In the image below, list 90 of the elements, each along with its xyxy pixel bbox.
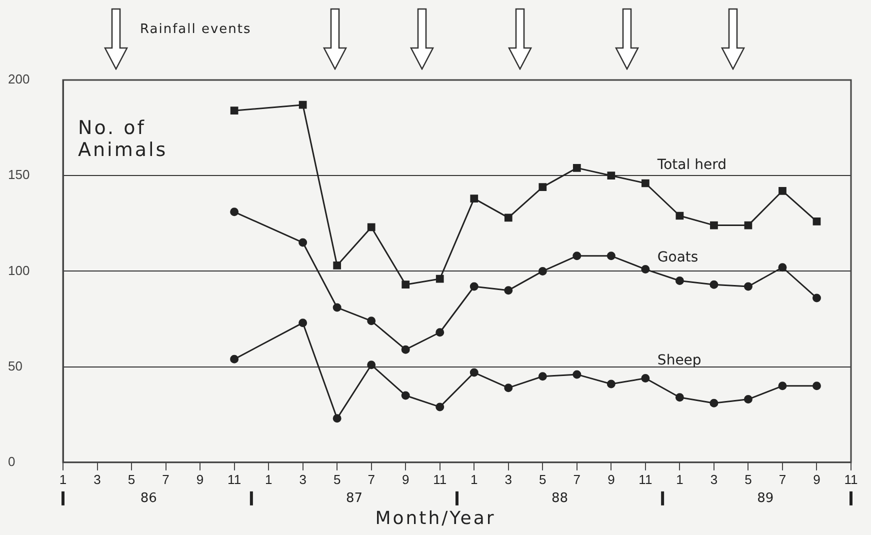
y-tick-label: 100 bbox=[8, 262, 30, 278]
x-tick-label: 1 bbox=[676, 472, 684, 487]
x-tick-label: 5 bbox=[539, 472, 546, 487]
x-tick-label: 7 bbox=[778, 472, 786, 487]
point bbox=[812, 294, 821, 302]
point bbox=[641, 265, 650, 274]
point bbox=[470, 282, 478, 291]
point bbox=[436, 402, 444, 412]
x-tick-label: 5 bbox=[744, 472, 752, 487]
x-tick-label: 9 bbox=[402, 472, 410, 487]
point bbox=[710, 398, 718, 408]
point bbox=[402, 280, 410, 289]
point bbox=[812, 382, 821, 390]
x-tick-label: 7 bbox=[573, 472, 581, 487]
point bbox=[470, 368, 478, 377]
x-tick-label: 1 bbox=[470, 472, 478, 487]
point bbox=[710, 221, 718, 230]
point bbox=[572, 370, 582, 379]
x-tick-label: 9 bbox=[813, 472, 820, 487]
point bbox=[675, 276, 684, 286]
point bbox=[778, 186, 786, 195]
point bbox=[642, 179, 650, 188]
point bbox=[504, 214, 512, 222]
x-tick-label: 5 bbox=[128, 472, 136, 487]
series-label: Goats bbox=[657, 249, 698, 266]
point bbox=[367, 316, 376, 326]
text: Rainfall events bbox=[140, 22, 252, 37]
point bbox=[367, 360, 376, 370]
point bbox=[230, 354, 239, 364]
point bbox=[298, 238, 308, 247]
point bbox=[401, 345, 410, 354]
x-tick-label: 1 bbox=[59, 472, 67, 487]
text: 87 bbox=[346, 490, 362, 506]
point bbox=[606, 380, 616, 388]
x-axis-title: Month/Year bbox=[374, 508, 497, 529]
point bbox=[436, 274, 444, 283]
point bbox=[675, 393, 684, 402]
y-tick-label: 150 bbox=[8, 167, 30, 182]
point bbox=[332, 414, 342, 423]
point bbox=[230, 106, 238, 115]
point bbox=[710, 280, 718, 289]
point bbox=[367, 223, 376, 232]
x-tick-label: 3 bbox=[94, 472, 101, 487]
point bbox=[333, 262, 342, 270]
point bbox=[744, 395, 752, 404]
y-tick-label: 200 bbox=[8, 72, 30, 87]
text: 88 bbox=[552, 490, 568, 506]
point bbox=[676, 212, 684, 220]
point bbox=[538, 372, 547, 381]
point bbox=[744, 221, 752, 230]
x-tick-label: 9 bbox=[196, 472, 204, 487]
x-tick-label: 11 bbox=[638, 472, 652, 487]
point bbox=[470, 194, 478, 202]
point bbox=[572, 164, 581, 172]
x-tick-label: 3 bbox=[299, 472, 306, 487]
text: 89 bbox=[757, 490, 774, 506]
point bbox=[230, 208, 239, 216]
x-tick-label: 5 bbox=[333, 472, 341, 487]
point bbox=[436, 328, 444, 337]
point bbox=[504, 286, 513, 295]
point bbox=[778, 382, 787, 390]
point bbox=[641, 374, 650, 383]
point bbox=[332, 303, 342, 312]
point bbox=[606, 252, 616, 260]
text: 86 bbox=[140, 490, 157, 506]
point bbox=[504, 384, 513, 392]
y-tick-label: 50 bbox=[8, 358, 22, 374]
x-tick-label: 11 bbox=[844, 472, 858, 487]
y-axis-title: No. of Animals bbox=[78, 117, 169, 161]
point bbox=[538, 183, 547, 192]
y-tick-label: 0 bbox=[8, 454, 16, 469]
x-tick-label: 7 bbox=[162, 472, 170, 487]
x-tick-label: 11 bbox=[228, 472, 242, 487]
point bbox=[607, 172, 616, 180]
series-label: Sheep bbox=[657, 352, 702, 368]
point bbox=[298, 100, 307, 109]
point bbox=[778, 263, 787, 272]
point bbox=[572, 252, 582, 260]
point bbox=[298, 318, 308, 328]
x-tick-label: 1 bbox=[264, 472, 272, 487]
x-tick-label: 3 bbox=[710, 472, 718, 487]
series-label: Total herd bbox=[656, 157, 726, 174]
point bbox=[744, 282, 752, 291]
x-tick-label: 9 bbox=[608, 472, 615, 487]
x-tick-label: 3 bbox=[504, 472, 512, 487]
x-tick-label: 11 bbox=[433, 472, 447, 487]
point bbox=[812, 218, 821, 226]
x-tick-label: 7 bbox=[368, 472, 375, 487]
point bbox=[401, 391, 410, 400]
point bbox=[538, 266, 547, 276]
